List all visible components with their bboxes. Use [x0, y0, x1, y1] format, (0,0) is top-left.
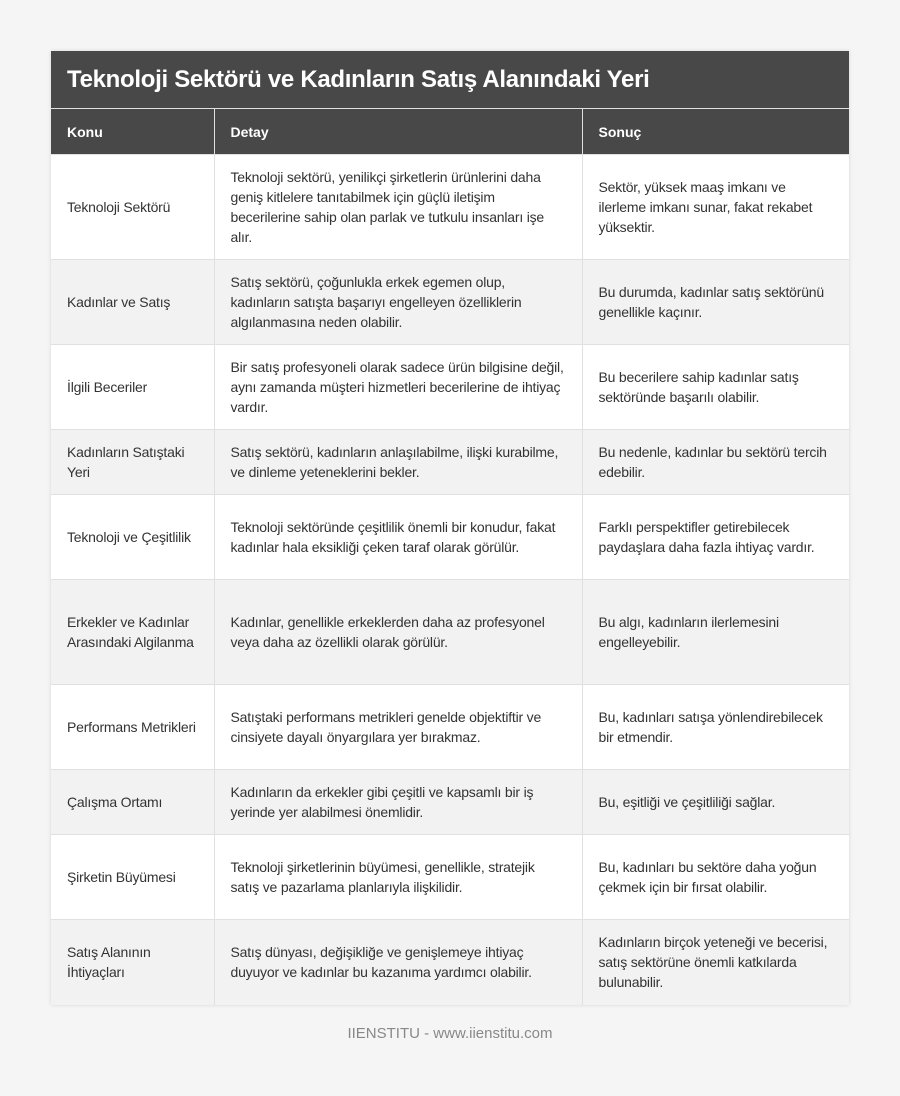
column-header-sonuc: Sonuç — [581, 108, 849, 155]
table-row: Kadınlar ve Satış Satış sektörü, çoğunluk… — [51, 259, 849, 345]
cell-detay: Bir satış profesyoneli olarak sadece ürü… — [213, 344, 582, 430]
cell-detay: Teknoloji sektörü, yenilikçi şirketlerin… — [213, 154, 582, 260]
cell-konu: Kadınların Satıştaki Yeri — [51, 429, 214, 495]
header-row: Konu Detay Sonuç — [51, 108, 849, 155]
cell-sonuc: Bu, kadınları satışa yönlendirebilecek b… — [581, 684, 849, 770]
cell-detay: Satış sektörü, çoğunlukla erkek egemen o… — [213, 259, 582, 345]
cell-sonuc: Bu, eşitliği ve çeşitliliği sağlar. — [581, 769, 849, 835]
cell-sonuc: Bu, kadınları bu sektöre daha yoğun çekm… — [581, 834, 849, 920]
cell-konu: Satış Alanının İhtiyaçları — [51, 919, 214, 1005]
table-row: Teknoloji Sektörü Teknoloji sektörü, yeni… — [51, 154, 849, 260]
cell-sonuc: Farklı perspektifler getirebilecek payda… — [581, 494, 849, 580]
content-card: Teknoloji Sektörü ve Kadınların Satış Al… — [51, 51, 849, 1005]
cell-konu: Erkekler ve Kadınlar Arasındaki Algilanm… — [51, 579, 214, 685]
cell-detay: Satış sektörü, kadınların anlaşılabilme,… — [213, 429, 582, 495]
footer-credit: IIENSTITU - www.iienstitu.com — [347, 1025, 553, 1042]
cell-sonuc: Bu algı, kadınların ilerlemesini engelle… — [581, 579, 849, 685]
cell-sonuc: Kadınların birçok yeteneği ve becerisi, … — [581, 919, 849, 1005]
column-header-konu: Konu — [51, 108, 214, 155]
table-row: İlgili Beceriler Bir satış profesyoneli o… — [51, 344, 849, 430]
cell-sonuc: Bu durumda, kadınlar satış sektörünü gen… — [581, 259, 849, 345]
cell-konu: Teknoloji Sektörü — [51, 154, 214, 260]
cell-detay: Satış dünyası, değişikliğe ve genişlemey… — [213, 919, 582, 1005]
cell-detay: Teknoloji şirketlerinin büyümesi, genell… — [213, 834, 582, 920]
table-row: Erkekler ve Kadınlar Arasındaki Algilanm… — [51, 579, 849, 685]
cell-detay: Satıştaki performans metrikleri genelde … — [213, 684, 582, 770]
data-table: Konu Detay Sonuç Teknoloji Sektörü Teknol… — [51, 108, 849, 1005]
cell-konu: Kadınlar ve Satış — [51, 259, 214, 345]
cell-sonuc: Sektör, yüksek maaş imkanı ve ilerleme i… — [581, 154, 849, 260]
cell-detay: Kadınlar, genellikle erkeklerden daha az… — [213, 579, 582, 685]
cell-konu: Performans Metrikleri — [51, 684, 214, 770]
column-header-detay: Detay — [213, 108, 582, 155]
cell-konu: Teknoloji ve Çeşitlilik — [51, 494, 214, 580]
cell-detay: Teknoloji sektöründe çeşitlilik önemli b… — [213, 494, 582, 580]
table-row: Teknoloji ve Çeşitlilik Teknoloji sektörü… — [51, 494, 849, 580]
table-row: Satış Alanının İhtiyaçları Satış dünyası,… — [51, 919, 849, 1005]
table-row: Şirketin Büyümesi Teknoloji şirketlerinin… — [51, 834, 849, 920]
cell-konu: Çalışma Ortamı — [51, 769, 214, 835]
cell-sonuc: Bu becerilere sahip kadınlar satış sektö… — [581, 344, 849, 430]
cell-konu: Şirketin Büyümesi — [51, 834, 214, 920]
cell-sonuc: Bu nedenle, kadınlar bu sektörü tercih e… — [581, 429, 849, 495]
table-row: Performans Metrikleri Satıştaki performan… — [51, 684, 849, 770]
table-row: Çalışma Ortamı Kadınların da erkekler gib… — [51, 769, 849, 835]
cell-konu: İlgili Beceriler — [51, 344, 214, 430]
cell-detay: Kadınların da erkekler gibi çeşitli ve k… — [213, 769, 582, 835]
table-title: Teknoloji Sektörü ve Kadınların Satış Al… — [51, 51, 849, 108]
table-row: Kadınların Satıştaki Yeri Satış sektörü, … — [51, 429, 849, 495]
